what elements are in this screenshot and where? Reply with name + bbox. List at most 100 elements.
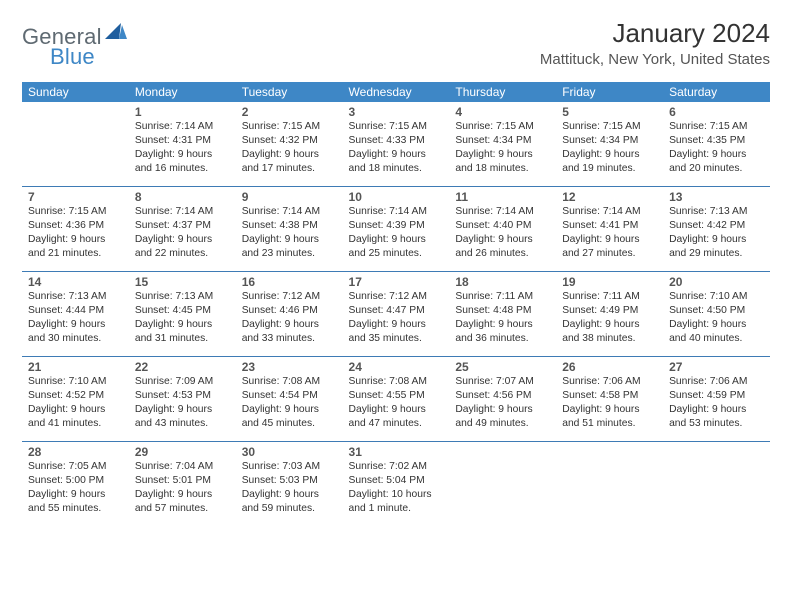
sunset-line: Sunset: 4:36 PM — [28, 219, 123, 233]
daylight-line: Daylight: 9 hours and 43 minutes. — [135, 403, 230, 431]
sunrise-line: Sunrise: 7:15 AM — [242, 120, 337, 134]
daylight-line: Daylight: 9 hours and 16 minutes. — [135, 148, 230, 176]
day-info: Sunrise: 7:08 AMSunset: 4:55 PMDaylight:… — [349, 375, 444, 431]
day-info: Sunrise: 7:13 AMSunset: 4:42 PMDaylight:… — [669, 205, 764, 261]
day-info: Sunrise: 7:15 AMSunset: 4:33 PMDaylight:… — [349, 120, 444, 176]
logo-text-blue: Blue — [50, 44, 95, 69]
weekday-header: Thursday — [449, 82, 556, 102]
daylight-line: Daylight: 9 hours and 26 minutes. — [455, 233, 550, 261]
day-number: 22 — [135, 357, 230, 375]
calendar-cell: 15Sunrise: 7:13 AMSunset: 4:45 PMDayligh… — [129, 271, 236, 356]
weekday-header: Saturday — [663, 82, 770, 102]
daylight-line: Daylight: 9 hours and 17 minutes. — [242, 148, 337, 176]
sunset-line: Sunset: 4:34 PM — [455, 134, 550, 148]
weekday-header: Friday — [556, 82, 663, 102]
sunset-line: Sunset: 4:54 PM — [242, 389, 337, 403]
daylight-line: Daylight: 9 hours and 29 minutes. — [669, 233, 764, 261]
day-number: 10 — [349, 187, 444, 205]
sunrise-line: Sunrise: 7:10 AM — [669, 290, 764, 304]
calendar-cell: 16Sunrise: 7:12 AMSunset: 4:46 PMDayligh… — [236, 271, 343, 356]
calendar-cell: 23Sunrise: 7:08 AMSunset: 4:54 PMDayligh… — [236, 356, 343, 441]
sunset-line: Sunset: 4:55 PM — [349, 389, 444, 403]
daylight-line: Daylight: 9 hours and 31 minutes. — [135, 318, 230, 346]
day-info: Sunrise: 7:06 AMSunset: 4:58 PMDaylight:… — [562, 375, 657, 431]
sunrise-line: Sunrise: 7:14 AM — [135, 205, 230, 219]
daylight-line: Daylight: 9 hours and 49 minutes. — [455, 403, 550, 431]
sunset-line: Sunset: 4:32 PM — [242, 134, 337, 148]
daylight-line: Daylight: 9 hours and 18 minutes. — [455, 148, 550, 176]
sunrise-line: Sunrise: 7:07 AM — [455, 375, 550, 389]
day-number: 23 — [242, 357, 337, 375]
day-info: Sunrise: 7:08 AMSunset: 4:54 PMDaylight:… — [242, 375, 337, 431]
daylight-line: Daylight: 10 hours and 1 minute. — [349, 488, 444, 516]
day-number: 18 — [455, 272, 550, 290]
sunrise-line: Sunrise: 7:15 AM — [455, 120, 550, 134]
sunrise-line: Sunrise: 7:06 AM — [669, 375, 764, 389]
day-info: Sunrise: 7:12 AMSunset: 4:46 PMDaylight:… — [242, 290, 337, 346]
day-info: Sunrise: 7:09 AMSunset: 4:53 PMDaylight:… — [135, 375, 230, 431]
day-number: 6 — [669, 102, 764, 120]
calendar-cell: 6Sunrise: 7:15 AMSunset: 4:35 PMDaylight… — [663, 102, 770, 186]
calendar-row: 14Sunrise: 7:13 AMSunset: 4:44 PM Dayligh… — [22, 271, 770, 356]
day-number: 30 — [242, 442, 337, 460]
sunrise-line: Sunrise: 7:12 AM — [349, 290, 444, 304]
calendar-cell: 2Sunrise: 7:15 AMSunset: 4:32 PMDaylight… — [236, 102, 343, 186]
daylight-line: Daylight: 9 hours and 25 minutes. — [349, 233, 444, 261]
sunrise-line: Sunrise: 7:05 AM — [28, 460, 123, 474]
calendar-cell: 24Sunrise: 7:08 AMSunset: 4:55 PMDayligh… — [343, 356, 450, 441]
day-number: 5 — [562, 102, 657, 120]
sunset-line: Sunset: 5:01 PM — [135, 474, 230, 488]
daylight-line: Daylight: 9 hours and 57 minutes. — [135, 488, 230, 516]
daylight-line: Daylight: 9 hours and 45 minutes. — [242, 403, 337, 431]
calendar-cell: 29Sunrise: 7:04 AMSunset: 5:01 PMDayligh… — [129, 441, 236, 525]
calendar-cell: 18Sunrise: 7:11 AMSunset: 4:48 PMDayligh… — [449, 271, 556, 356]
day-number: 17 — [349, 272, 444, 290]
calendar-cell: 30Sunrise: 7:03 AMSunset: 5:03 PMDayligh… — [236, 441, 343, 525]
day-info: Sunrise: 7:14 AMSunset: 4:37 PMDaylight:… — [135, 205, 230, 261]
calendar-row: 21Sunrise: 7:10 AMSunset: 4:52 PMDayligh… — [22, 356, 770, 441]
sunrise-line: Sunrise: 7:11 AM — [562, 290, 657, 304]
sunrise-line: Sunrise: 7:13 AM — [28, 290, 123, 304]
calendar-cell: 17Sunrise: 7:12 AMSunset: 4:47 PMDayligh… — [343, 271, 450, 356]
day-number: 29 — [135, 442, 230, 460]
calendar-cell: 11Sunrise: 7:14 AMSunset: 4:40 PMDayligh… — [449, 186, 556, 271]
location-subtitle: Mattituck, New York, United States — [540, 51, 770, 68]
day-number: 11 — [455, 187, 550, 205]
calendar-cell: 21Sunrise: 7:10 AMSunset: 4:52 PMDayligh… — [22, 356, 129, 441]
calendar-row: 28Sunrise: 7:05 AMSunset: 5:00 PMDayligh… — [22, 441, 770, 525]
sunrise-line: Sunrise: 7:14 AM — [455, 205, 550, 219]
daylight-line: Daylight: 9 hours and 19 minutes. — [562, 148, 657, 176]
calendar-cell: 1Sunrise: 7:14 AMSunset: 4:31 PMDaylight… — [129, 102, 236, 186]
day-info: Sunrise: 7:15 AMSunset: 4:36 PMDaylight:… — [28, 205, 123, 261]
sunrise-line: Sunrise: 7:12 AM — [242, 290, 337, 304]
calendar-cell: 12Sunrise: 7:14 AMSunset: 4:41 PMDayligh… — [556, 186, 663, 271]
daylight-line: Daylight: 9 hours and 20 minutes. — [669, 148, 764, 176]
day-number: 15 — [135, 272, 230, 290]
day-number: 2 — [242, 102, 337, 120]
day-info: Sunrise: 7:03 AMSunset: 5:03 PMDaylight:… — [242, 460, 337, 516]
daylight-line: Daylight: 9 hours and 47 minutes. — [349, 403, 444, 431]
day-info: Sunrise: 7:14 AMSunset: 4:31 PMDaylight:… — [135, 120, 230, 176]
calendar-cell: 5Sunrise: 7:15 AMSunset: 4:34 PMDaylight… — [556, 102, 663, 186]
daylight-line: Daylight: 9 hours and 35 minutes. — [349, 318, 444, 346]
weekday-header: Monday — [129, 82, 236, 102]
calendar-cell: 22Sunrise: 7:09 AMSunset: 4:53 PMDayligh… — [129, 356, 236, 441]
sunrise-line: Sunrise: 7:13 AM — [669, 205, 764, 219]
day-number: 16 — [242, 272, 337, 290]
logo-sail-icon — [105, 23, 127, 39]
sunset-line: Sunset: 4:44 PM — [28, 304, 123, 318]
sunset-line: Sunset: 5:00 PM — [28, 474, 123, 488]
daylight-line: Daylight: 9 hours and 53 minutes. — [669, 403, 764, 431]
day-number: 27 — [669, 357, 764, 375]
sunrise-line: Sunrise: 7:08 AM — [349, 375, 444, 389]
day-info: Sunrise: 7:07 AMSunset: 4:56 PMDaylight:… — [455, 375, 550, 431]
day-info: Sunrise: 7:10 AMSunset: 4:52 PMDaylight:… — [28, 375, 123, 431]
calendar-cell: 4Sunrise: 7:15 AMSunset: 4:34 PMDaylight… — [449, 102, 556, 186]
sunrise-line: Sunrise: 7:09 AM — [135, 375, 230, 389]
calendar-row: 1Sunrise: 7:14 AMSunset: 4:31 PMDaylight… — [22, 102, 770, 186]
day-number: 31 — [349, 442, 444, 460]
calendar-cell: 19Sunrise: 7:11 AMSunset: 4:49 PMDayligh… — [556, 271, 663, 356]
calendar-cell: 20Sunrise: 7:10 AMSunset: 4:50 PMDayligh… — [663, 271, 770, 356]
day-number: 14 — [28, 272, 123, 290]
calendar-cell: 28Sunrise: 7:05 AMSunset: 5:00 PMDayligh… — [22, 441, 129, 525]
